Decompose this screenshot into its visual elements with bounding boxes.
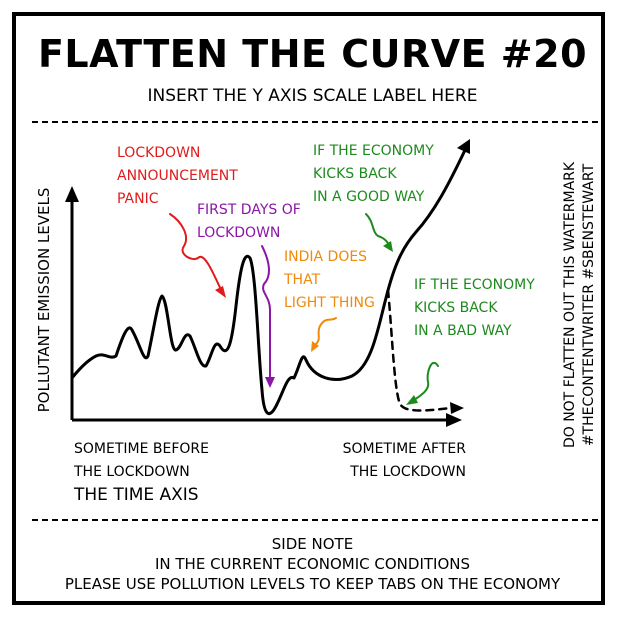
side-note: SIDE NOTE IN THE CURRENT ECONOMIC CONDIT…: [0, 534, 625, 594]
india-label: INDIA DOES THAT LIGHT THING: [284, 246, 375, 315]
lockdown-panic-label: LOCKDOWN ANNOUNCEMENT PANIC: [117, 142, 238, 211]
subtitle: INSERT THE Y AXIS SCALE LABEL HERE: [147, 86, 478, 106]
x-start-label: SOMETIME BEFORE THE LOCKDOWN: [74, 438, 209, 484]
x-end-label: SOMETIME AFTER THE LOCKDOWN: [334, 438, 466, 484]
economy-good-line-2: KICKS BACK: [313, 166, 397, 182]
bad-way-branch: [386, 288, 454, 412]
watermark-line-2: #THECONTENTWRITER #SBENSTEWART: [581, 163, 597, 447]
india-line-1: INDIA DOES: [284, 249, 368, 265]
side-note-line-1: SIDE NOTE: [271, 535, 354, 553]
india-arrowhead: [311, 341, 319, 352]
first-days-line-2: LOCKDOWN: [197, 225, 281, 241]
pollution-curve: [70, 146, 468, 415]
first-days-arrowhead: [265, 377, 275, 388]
lockdown-panic-line-2: ANNOUNCEMENT: [117, 168, 238, 184]
economy-bad-arrowhead: [406, 395, 418, 405]
india-line-3: LIGHT THING: [284, 295, 375, 311]
x-end-line-1: SOMETIME AFTER: [342, 441, 466, 457]
good-way-arrowhead: [457, 139, 470, 154]
economy-good-line-1: IF THE ECONOMY: [313, 143, 434, 159]
first-days-arrow: [261, 245, 272, 379]
lockdown-panic-line-1: LOCKDOWN: [117, 145, 201, 161]
lockdown-panic-line-3: PANIC: [117, 191, 159, 207]
first-days-label: FIRST DAYS OF LOCKDOWN: [197, 199, 301, 245]
economy-bad-line-3: IN A BAD WAY: [414, 323, 512, 339]
x-axis-title: THE TIME AXIS: [74, 485, 199, 505]
india-line-2: THAT: [284, 272, 321, 288]
y-axis-title: POLLUTANT EMISSION LEVELS: [35, 187, 53, 413]
watermark: DO NOT FLATTEN OUT THIS WATERMARK #THECO…: [561, 162, 599, 448]
page-title: FLATTEN THE CURVE #20: [37, 32, 588, 76]
lockdown-panic-arrow: [169, 213, 223, 293]
x-start-line-2: THE LOCKDOWN: [74, 464, 190, 480]
bottom-divider: [32, 519, 598, 521]
economy-good-arrow: [365, 213, 391, 247]
x-start-line-1: SOMETIME BEFORE: [74, 441, 209, 457]
x-end-line-2: THE LOCKDOWN: [350, 464, 466, 480]
bad-way-arrowhead: [450, 402, 464, 414]
side-note-line-3: PLEASE USE POLLUTION LEVELS TO KEEP TABS…: [64, 575, 561, 593]
india-arrow: [315, 317, 337, 345]
economy-bad-arrow: [413, 361, 439, 401]
lockdown-panic-arrowhead: [215, 286, 226, 298]
watermark-line-1: DO NOT FLATTEN OUT THIS WATERMARK: [562, 161, 578, 449]
first-days-line-1: FIRST DAYS OF: [197, 202, 301, 218]
economy-good-arrowhead: [383, 241, 393, 252]
economy-good-line-3: IN A GOOD WAY: [313, 189, 425, 205]
side-note-line-2: IN THE CURRENT ECONOMIC CONDITIONS: [154, 555, 471, 573]
top-divider: [32, 121, 598, 123]
y-axis-arrowhead: [65, 186, 79, 202]
x-axis-arrowhead: [446, 413, 462, 427]
economy-good-label: IF THE ECONOMY KICKS BACK IN A GOOD WAY: [313, 140, 434, 209]
economy-bad-line-2: KICKS BACK: [414, 300, 498, 316]
economy-bad-label: IF THE ECONOMY KICKS BACK IN A BAD WAY: [414, 274, 535, 343]
economy-bad-line-1: IF THE ECONOMY: [414, 277, 535, 293]
comic-frame: [12, 12, 605, 605]
